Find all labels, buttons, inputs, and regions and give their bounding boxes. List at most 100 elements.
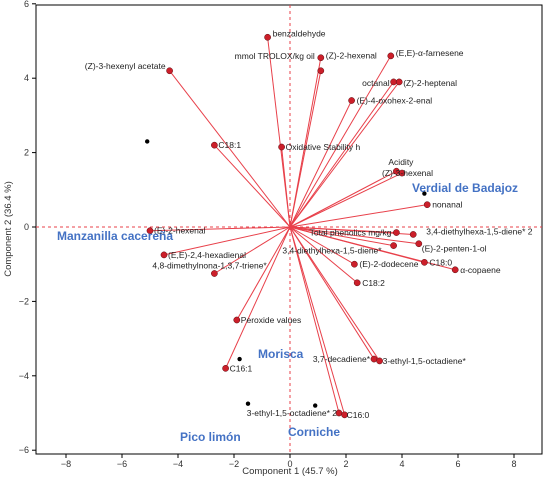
loading-vector-e-2-hexenal [149, 226, 291, 232]
loading-label-e-e-farnesene: (E,E)-α-farnesene [396, 48, 464, 58]
loading-point-oxidative-stability-h [278, 143, 285, 151]
loading-vector-c18-2 [289, 226, 358, 284]
loading-vector-3-7-decadiene [289, 226, 375, 360]
loading-point-z-3-hexenal [398, 169, 406, 177]
y-tick-label: −6 [19, 445, 29, 455]
x-tick-label: 4 [399, 459, 404, 469]
loading-label-e-2-penten-1-ol: (E)-2-penten-1-ol [422, 244, 487, 254]
loading-point-z-2-hexenal [317, 54, 325, 62]
loading-point-c16-0 [341, 411, 348, 419]
loading-point-c18-2 [353, 279, 361, 287]
loading-point-c18-1 [211, 141, 218, 149]
y-tick-label: −4 [19, 371, 29, 381]
loading-label-z-2-heptenal: (Z)-2-heptenal [403, 78, 457, 88]
x-tick-label: 2 [343, 459, 348, 469]
loading-point-e-4-oxohex-2-enal [348, 97, 355, 104]
loading-vector-acidity [289, 170, 397, 228]
loading-point-total-phenolics-mg-kg [393, 229, 400, 236]
loading-point-octanal [390, 78, 397, 86]
loading-label-3-7-decadiene: 3,7-decadiene* [313, 354, 371, 364]
loading-vector-c16-1 [225, 226, 291, 369]
y-tick-label: −2 [19, 296, 29, 306]
loading-point-e-2-penten-1-ol [415, 240, 423, 248]
x-tick-label: 6 [455, 459, 460, 469]
loading-label-benzaldehyde: benzaldehyde [273, 28, 326, 38]
loading-vector-nonanal [289, 204, 428, 228]
loading-vector-e-4-oxohex-2-enal [289, 100, 353, 228]
loading-label-z-3-hexenal: (Z)-3-hexenal [382, 168, 433, 178]
loading-label-e-e-2-4-hexadienal: (E,E)-2,4-hexadienal [168, 250, 246, 260]
loading-vector-octanal [289, 81, 395, 228]
loading-label-octanal: octanal [362, 78, 390, 88]
loading-point-e-2-hexenal [146, 227, 154, 235]
loading-vector-z-3-hexenyl-acetate [169, 70, 291, 228]
loading-point-c18-0 [421, 258, 428, 266]
cultivar-point-corniche [313, 403, 318, 408]
loading-label-c18-1: C18:1 [218, 140, 241, 150]
y-tick-label: 4 [24, 73, 29, 83]
x-axis-title: Component 1 (45.7 %) [242, 466, 338, 477]
loading-point-copaene [451, 266, 459, 274]
loading-vector-c18-1 [214, 144, 291, 228]
loading-vector-3-4-diethylhexa-1-5-diene [289, 226, 394, 247]
cultivar-scores: Manzanilla cacereña Verdial de Badajoz Mor… [57, 139, 518, 444]
y-tick-label: 0 [24, 222, 29, 232]
loading-points [146, 33, 459, 419]
loading-point-peroxide-values [233, 316, 241, 324]
loading-point-3-ethyl-1-5-octadiene [376, 357, 383, 365]
loading-label-c18-0: C18:0 [429, 257, 452, 267]
cultivar-point-pico-lim-n [245, 401, 251, 406]
loading-vector-3-ethyl-1-5-octadiene [289, 226, 381, 362]
loading-point-c16-1 [222, 365, 229, 372]
x-tick-label: −4 [173, 459, 183, 469]
loading-point-3-7-decadiene [370, 355, 378, 363]
loading-label-c16-0: C16:0 [347, 410, 370, 420]
loading-point-4-8-dimethylnona-1-3-7-triene [211, 270, 218, 277]
loading-label-mmol-trolox-kg-oil: mmol TROLOX/kg oil [235, 51, 315, 61]
loading-vector-e-2-penten-1-ol [289, 226, 419, 245]
loading-point-nonanal [423, 201, 431, 209]
x-tick-label: −6 [117, 459, 127, 469]
x-tick-label: −8 [61, 459, 71, 469]
loading-point-mmol-trolox-kg-oil [317, 67, 325, 75]
loading-point-e-2-dodecene [351, 260, 358, 268]
loading-vector-e-2-dodecene [289, 226, 355, 265]
x-axis-ticks: −8 −6 −4 −2 0 2 4 6 8 [61, 454, 517, 469]
loading-vectors [149, 37, 456, 415]
cultivar-label-verdial-de-badajoz: Verdial de Badajoz [412, 181, 518, 195]
x-tick-label: 8 [511, 459, 516, 469]
loading-labels: benzaldehyde (Z)-3-hexenyl acetate mmol TR… [85, 28, 533, 420]
cultivar-label-morisca: Morisca [258, 347, 304, 361]
cultivar-point-morisca [237, 356, 242, 362]
y-axis-title: Component 2 (36.4 %) [3, 181, 14, 277]
loading-label-3-ethyl-1-5-octadiene-2: 3-ethyl-1,5-octadiene* 2 [247, 408, 338, 418]
x-tick-label: −2 [229, 459, 239, 469]
loading-point-e-e-2-4-hexadienal [160, 251, 168, 259]
loading-point-z-3-hexenyl-acetate [166, 67, 173, 75]
loading-label-copaene: α-copaene [460, 265, 501, 275]
loading-point-benzaldehyde [264, 33, 271, 41]
cultivar-label-pico-lim-n: Pico limón [180, 430, 241, 444]
loading-point-z-2-heptenal [395, 78, 403, 86]
loading-label-e-2-hexenal: (E)-2-hexenal [154, 226, 206, 236]
loading-label-total-phenolics-mg-kg: Total phenolics mg/kg [310, 228, 392, 238]
loading-vector-z-2-hexenal [289, 57, 322, 228]
loading-label-c18-2: C18:2 [362, 278, 385, 288]
cultivar-point-manzanilla-cacere-a [145, 139, 150, 144]
y-tick-label: 6 [24, 0, 29, 9]
loading-label-e-4-oxohex-2-enal: (E)-4-oxohex-2-enal [357, 96, 433, 106]
loading-vector-z-2-heptenal [289, 81, 400, 228]
y-axis-ticks: −6 −4 −2 0 2 4 6 [19, 0, 36, 455]
loading-label-oxidative-stability-h: Oxidative Stability h [286, 142, 361, 152]
loading-point-3-4-diethylhexa-1-5-diene [390, 242, 397, 249]
x-tick-label: 0 [287, 459, 292, 469]
loading-point-3-4-diethylhexa-1-5-diene-2 [409, 231, 417, 238]
loading-vector-3-ethyl-1-5-octadiene-2 [289, 226, 340, 414]
loading-label-4-8-dimethylnona-1-3-7-triene: 4,8-dimethylnona-1,3,7-triene* [152, 261, 267, 271]
loading-label-nonanal: nonanal [432, 200, 462, 210]
cultivar-label-manzanilla-cacere-a: Manzanilla cacereña [57, 229, 173, 243]
loading-label-c16-1: C16:1 [230, 363, 253, 373]
loading-label-3-4-diethylhexa-1-5-diene-2: 3,4-diethylhexa-1,5-diene* 2 [426, 226, 533, 236]
cultivar-point-verdial-de-badajoz [422, 191, 427, 196]
